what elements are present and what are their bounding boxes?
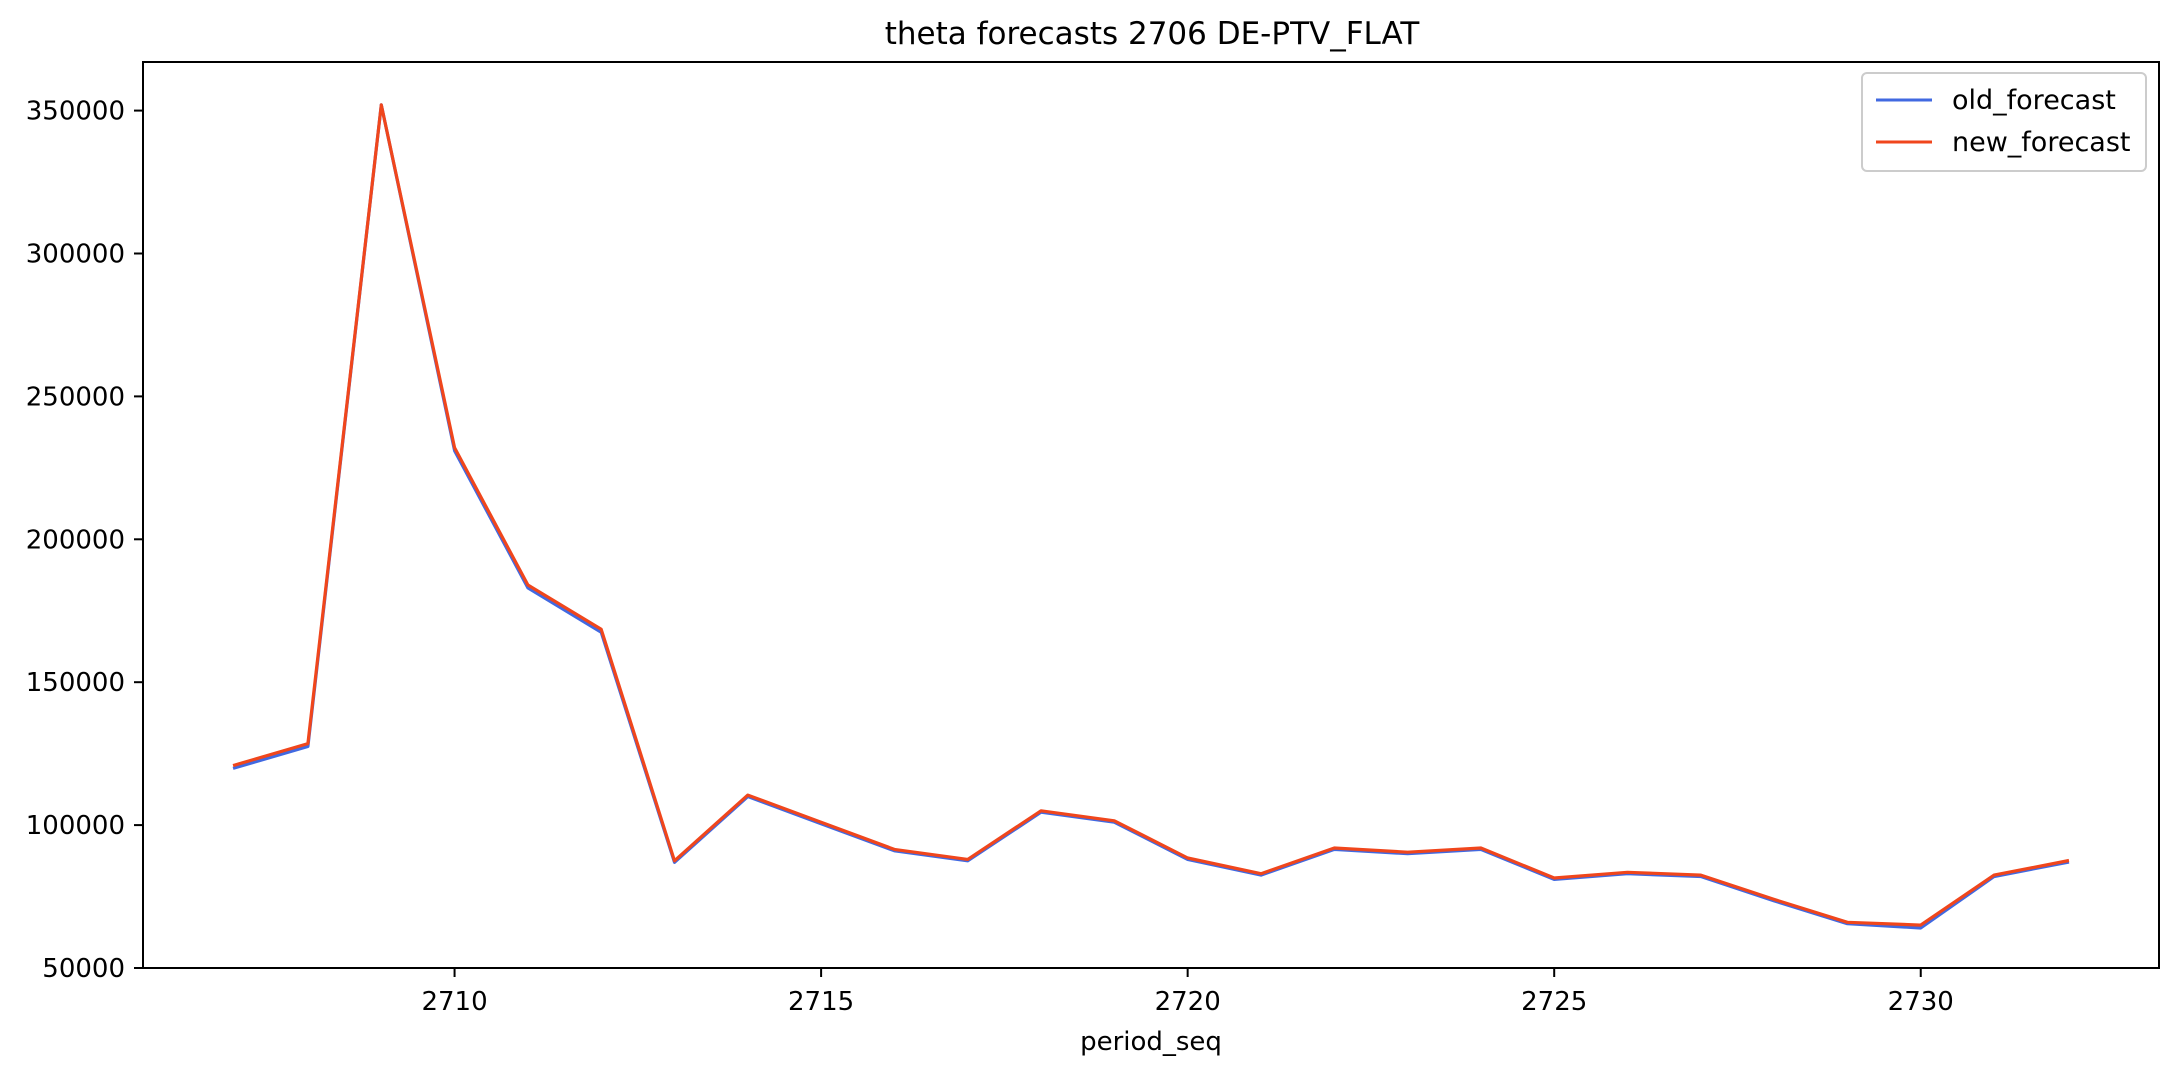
x-tick-label: 2720 <box>1155 987 1221 1017</box>
y-tick-label: 50000 <box>42 954 125 984</box>
y-tick-label: 300000 <box>26 239 125 269</box>
plot-frame <box>142 61 2160 969</box>
x-tick-label: 2730 <box>1888 987 1954 1017</box>
chart-title: theta forecasts 2706 DE-PTV_FLAT <box>885 16 1421 52</box>
y-tick-label: 350000 <box>26 97 125 127</box>
y-tick-label: 250000 <box>26 382 125 412</box>
x-axis: 2710 2715 2720 2725 2730 <box>421 968 1954 1017</box>
y-tick-label: 150000 <box>26 668 125 698</box>
x-tick-label: 2725 <box>1521 987 1587 1017</box>
series-line-new-forecast <box>232 103 2070 927</box>
series-line-old-forecast <box>232 103 2070 930</box>
legend-box <box>1861 72 2147 172</box>
x-tick-label: 2715 <box>788 987 854 1017</box>
x-axis-label: period_seq <box>1080 1027 1222 1057</box>
y-tick-label: 200000 <box>26 525 125 555</box>
x-tick-label: 2710 <box>421 987 487 1017</box>
series-layer <box>232 103 2070 930</box>
y-axis: 50000 100000 150000 200000 250000 300000 35000… <box>26 97 143 984</box>
legend: old_forecast new_forecast <box>1861 72 2147 172</box>
y-tick-label: 100000 <box>26 811 125 841</box>
legend-label-new-forecast: new_forecast <box>1952 127 2131 158</box>
legend-label-old-forecast: old_forecast <box>1952 85 2116 116</box>
